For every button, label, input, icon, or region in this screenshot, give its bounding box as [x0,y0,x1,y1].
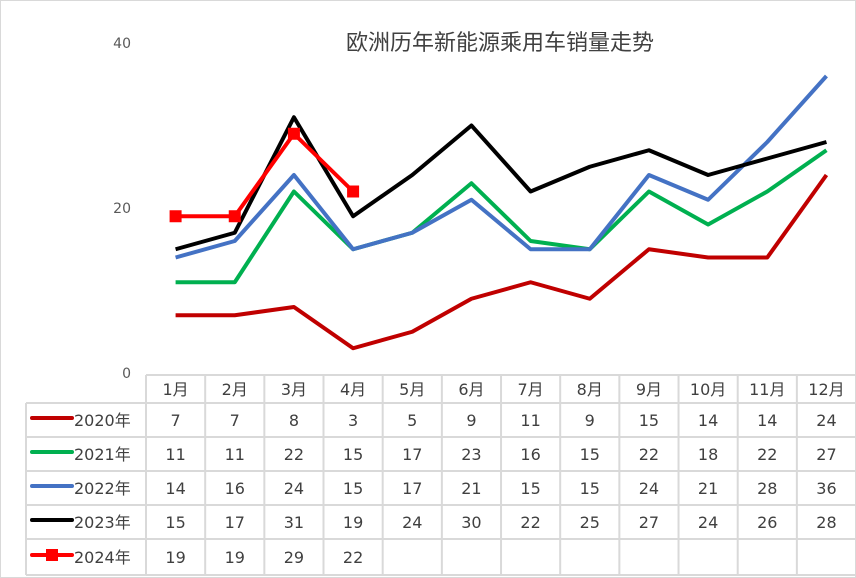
data-label: 30 [461,513,481,532]
data-label: 14 [757,411,777,430]
legend-label: 2024年 [74,548,131,567]
data-label: 3 [348,411,358,430]
data-label: 17 [225,513,245,532]
data-point-marker [228,210,241,223]
series-line-2020年 [175,173,829,351]
data-label: 19 [225,548,245,567]
data-label: 26 [757,513,777,532]
data-label: 19 [343,513,363,532]
data-label: 15 [343,479,363,498]
data-point-marker [287,127,300,140]
data-label: 24 [402,513,422,532]
series-line-2021年 [175,148,828,285]
legend-label: 2023年 [74,513,131,532]
data-label: 7 [230,411,240,430]
data-label: 8 [289,411,299,430]
data-label: 7 [170,411,180,430]
data-label: 9 [585,411,595,430]
data-label: 25 [580,513,600,532]
data-label: 19 [165,548,185,567]
data-label: 16 [225,479,245,498]
x-tick-label: 10月 [690,380,726,399]
y-tick-label: 20 [113,201,131,217]
data-label: 29 [284,548,304,567]
data-label: 22 [757,445,777,464]
legend-marker [46,549,58,561]
x-tick-label: 8月 [577,380,603,399]
data-point-marker [347,185,360,198]
legend-label: 2021年 [74,445,131,464]
x-tick-label: 4月 [340,380,366,399]
x-tick-label: 12月 [808,380,844,399]
x-tick-label: 5月 [399,380,425,399]
data-label: 28 [757,479,777,498]
legend-label: 2022年 [74,479,131,498]
x-tick-label: 7月 [518,380,544,399]
x-tick-label: 11月 [749,380,785,399]
data-label: 24 [698,513,718,532]
data-label: 24 [639,479,659,498]
series-line-2022年 [175,74,828,260]
data-label: 14 [165,479,185,498]
data-label: 18 [698,445,718,464]
data-label: 15 [165,513,185,532]
data-label: 22 [520,513,540,532]
data-label: 16 [520,445,540,464]
data-label: 27 [639,513,659,532]
series-line-2023年 [175,115,827,252]
data-label: 24 [284,479,304,498]
data-label: 22 [343,548,363,567]
data-label: 24 [816,411,836,430]
data-label: 22 [639,445,659,464]
data-label: 15 [343,445,363,464]
data-label: 11 [520,411,540,430]
data-label: 9 [466,411,476,430]
data-label: 28 [816,513,836,532]
data-label: 15 [520,479,540,498]
legend-label: 2020年 [74,411,131,430]
data-point-marker [169,210,182,223]
data-label: 15 [580,479,600,498]
x-tick-label: 9月 [636,380,662,399]
x-tick-label: 3月 [281,380,307,399]
data-label: 21 [698,479,718,498]
data-label: 14 [698,411,718,430]
series-line-2024年 [175,131,355,219]
x-tick-label: 1月 [162,380,188,399]
x-tick-label: 2月 [222,380,248,399]
data-label: 23 [461,445,481,464]
data-label: 15 [639,411,659,430]
data-label: 17 [402,479,422,498]
y-tick-label: 0 [122,366,131,382]
data-label: 21 [461,479,481,498]
x-tick-label: 6月 [458,380,484,399]
chart-title: 欧洲历年新能源乘用车销量走势 [346,31,654,56]
data-label: 22 [284,445,304,464]
y-tick-label: 40 [113,36,131,52]
data-label: 31 [284,513,304,532]
data-label: 36 [816,479,836,498]
data-label: 17 [402,445,422,464]
data-label: 11 [225,445,245,464]
data-label: 27 [816,445,836,464]
data-label: 15 [580,445,600,464]
data-label: 11 [165,445,185,464]
data-label: 5 [407,411,417,430]
